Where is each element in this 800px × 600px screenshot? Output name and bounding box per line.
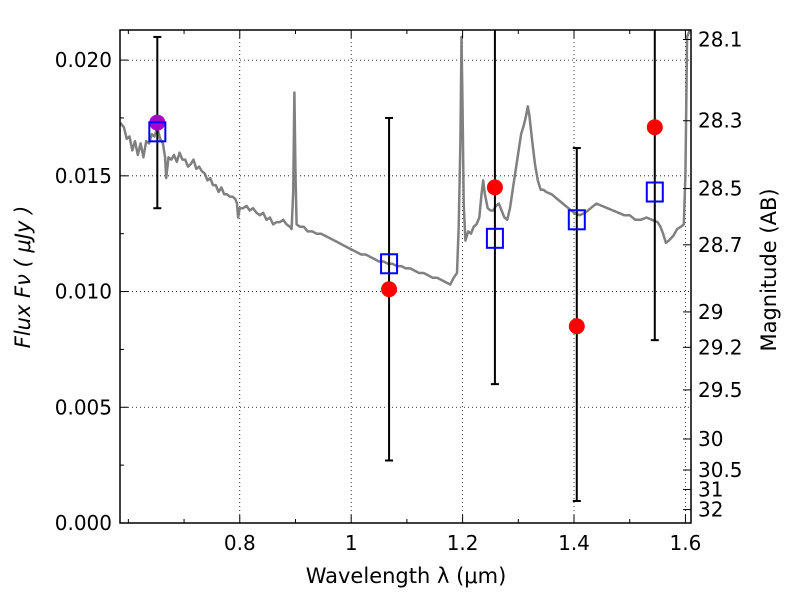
y2-tick-label: 28.7 xyxy=(698,233,743,257)
data-point-square xyxy=(567,209,586,231)
y2-tick-label: 28.1 xyxy=(698,27,743,51)
data-point-circle xyxy=(646,119,663,136)
x-tick-label: 1 xyxy=(345,531,358,555)
y2-tick-label: 32 xyxy=(698,498,723,522)
plot-frame xyxy=(119,29,692,524)
axis-ticks xyxy=(120,30,691,524)
data-point-square xyxy=(485,227,504,249)
data-point-square xyxy=(148,121,167,143)
y2-tick-label: 30.5 xyxy=(698,458,743,482)
y2-tick-label: 28.5 xyxy=(698,177,743,201)
y-tick-label: 0.005 xyxy=(55,395,112,419)
y2-tick-label: 29.2 xyxy=(698,335,743,359)
y2-tick-label: 29 xyxy=(698,300,723,324)
x-tick-label: 1.2 xyxy=(447,531,479,555)
data-point-circle xyxy=(381,281,398,298)
data-point-square xyxy=(380,253,399,275)
y2-tick-label: 28.3 xyxy=(698,109,743,133)
y2-tick-label: 29.5 xyxy=(698,378,743,402)
x-tick-label: 1.6 xyxy=(670,531,702,555)
y-tick-label: 0.020 xyxy=(55,48,112,72)
tick-labels: 0.8 1 1.2 1.4 1.6 0.000 0.005 0.010 0.015 0.020 28… xyxy=(55,27,743,555)
x-tick-label: 1.4 xyxy=(558,531,590,555)
y2-tick-label: 30 xyxy=(698,427,723,451)
data-point-square xyxy=(645,181,664,203)
spectrum-line xyxy=(120,30,691,286)
grid-lines xyxy=(120,30,691,524)
x-tick-label: 0.8 xyxy=(224,531,256,555)
y2-tick-label: 31 xyxy=(698,477,723,501)
clipped-data xyxy=(120,30,691,503)
y2-axis-title: Magnitude (AB) xyxy=(757,188,781,351)
y-tick-label: 0.000 xyxy=(55,511,112,535)
data-point-circle xyxy=(568,318,585,335)
data-point-circle xyxy=(486,179,503,196)
y-axis-title: Flux Fν ( μJy ) xyxy=(11,206,35,349)
data-layer xyxy=(120,30,691,503)
y-tick-label: 0.010 xyxy=(55,280,112,304)
y-tick-label: 0.015 xyxy=(55,164,112,188)
x-axis-title: Wavelength λ (μm) xyxy=(306,564,507,588)
